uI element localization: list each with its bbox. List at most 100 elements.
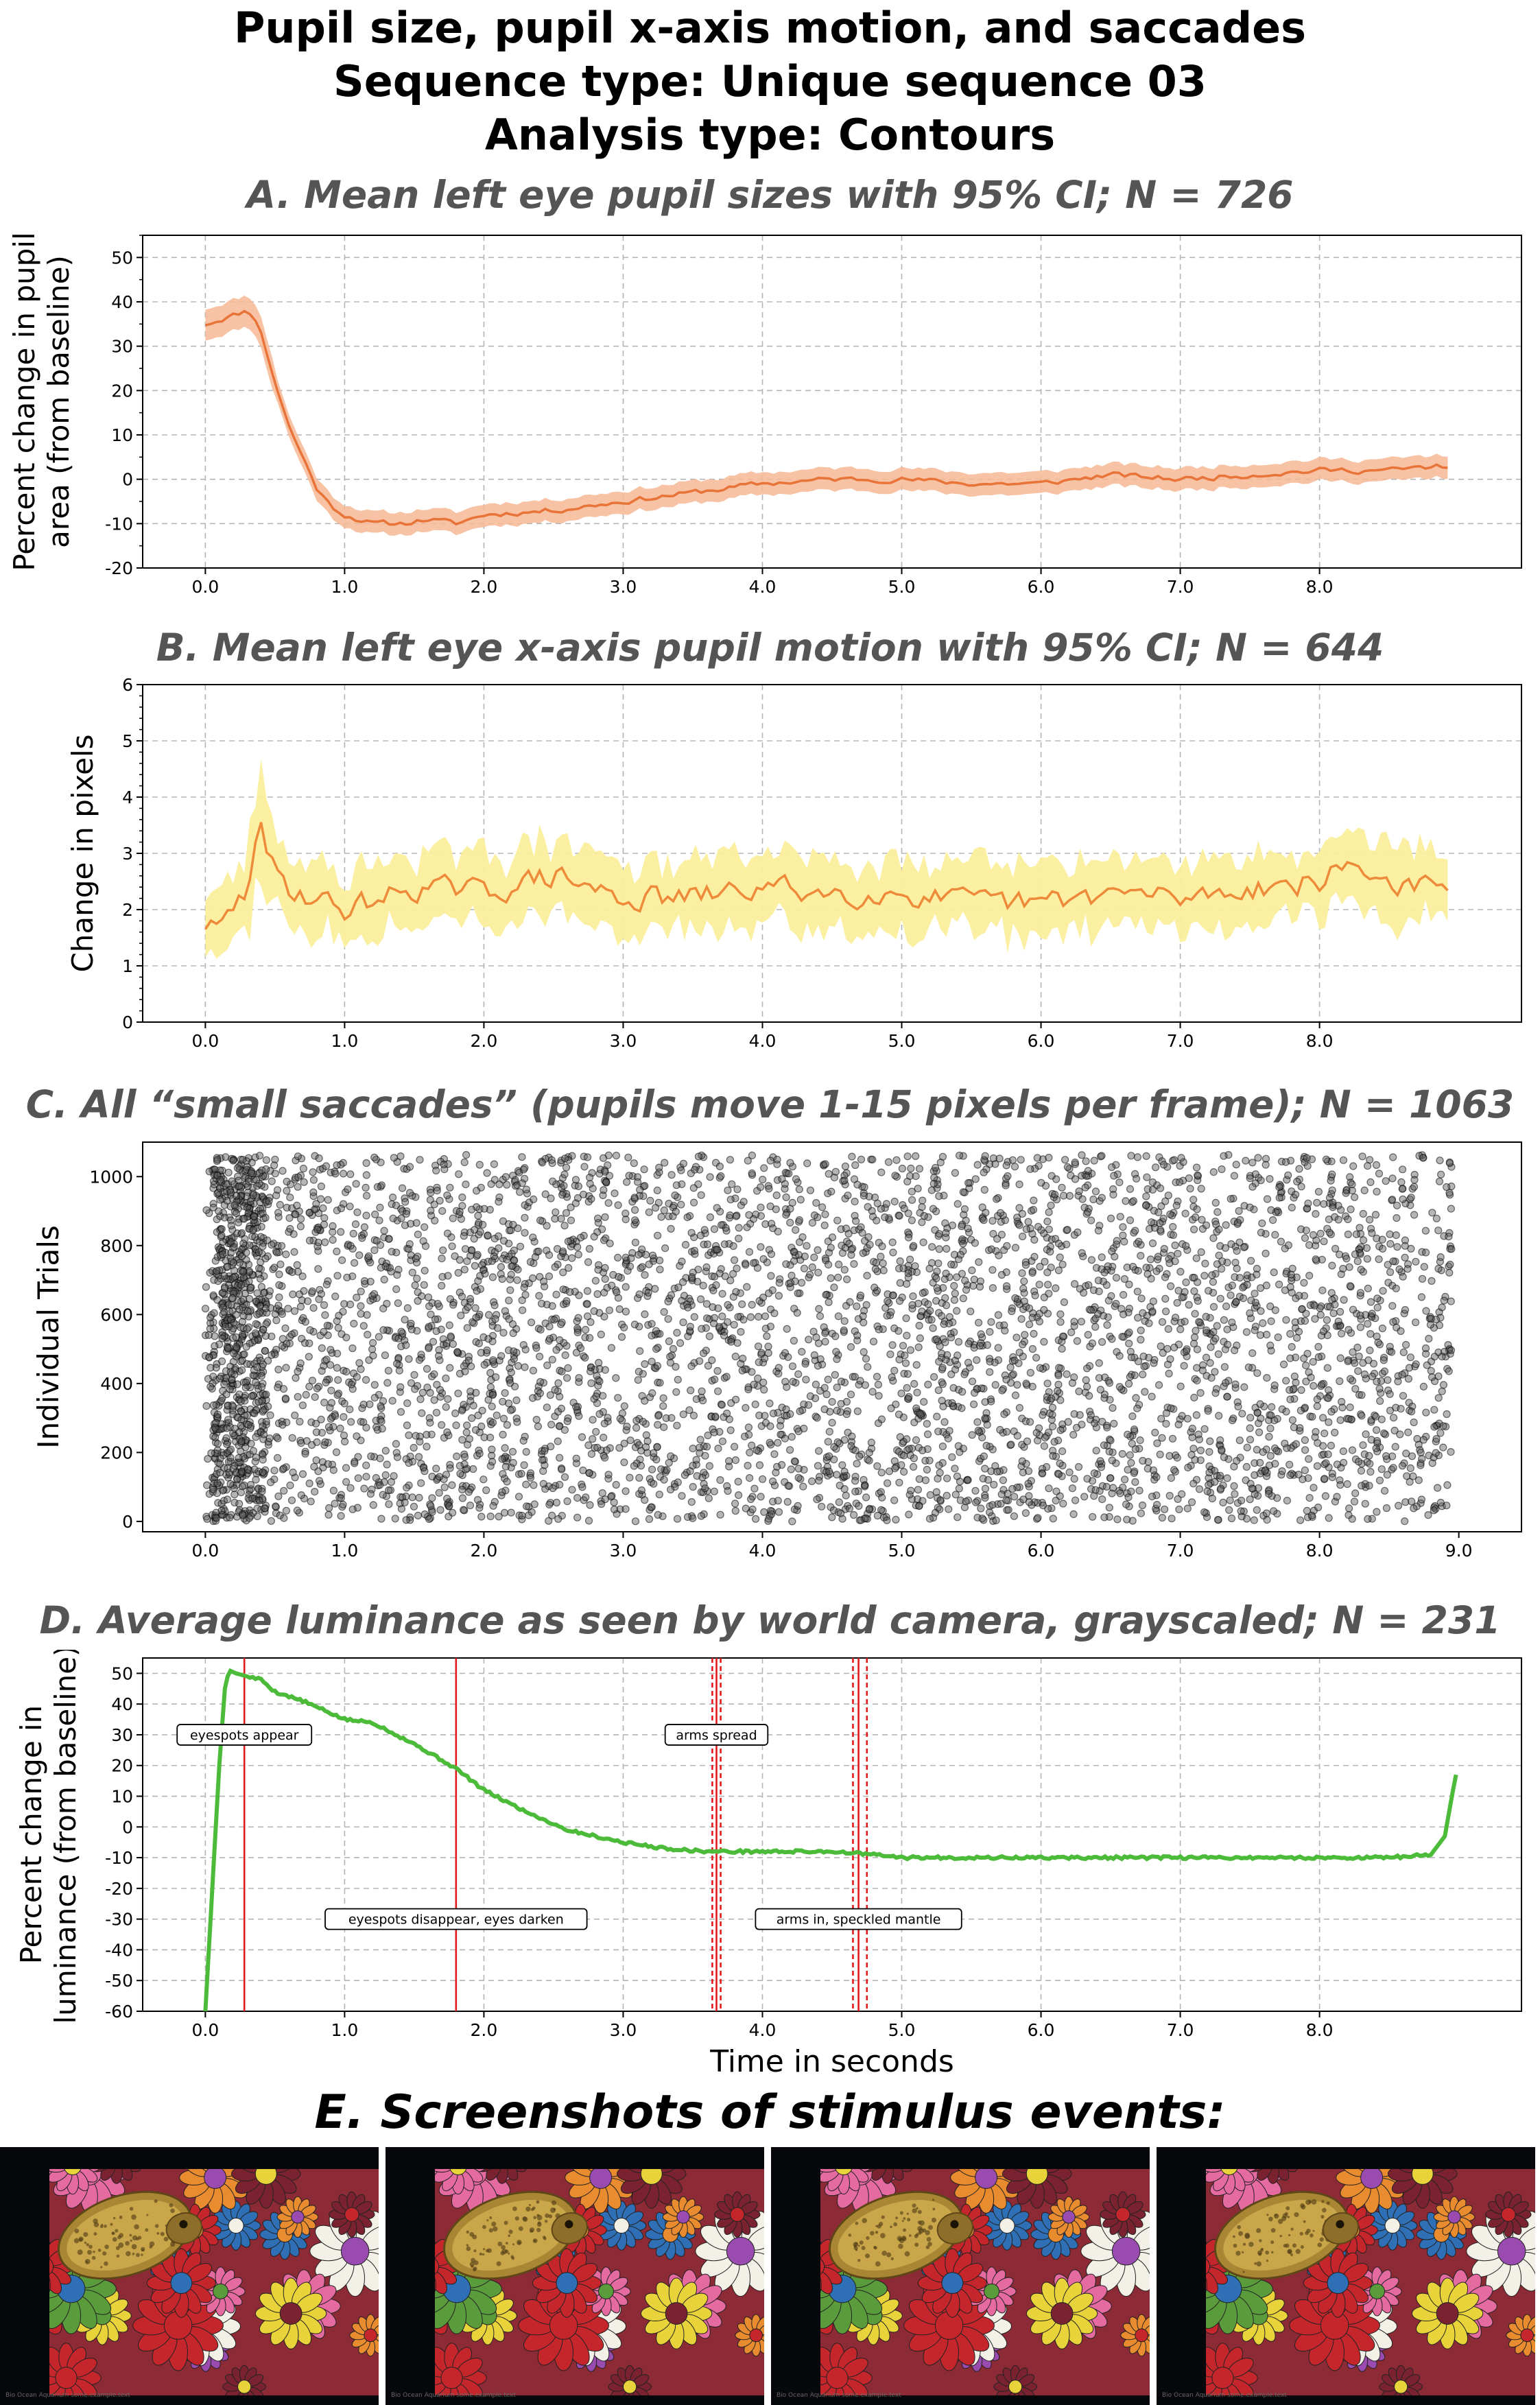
saccade-point [814,1268,822,1277]
saccade-point [516,1242,525,1251]
saccade-point [379,1305,388,1313]
saccade-point [907,1486,915,1495]
saccade-point [271,1170,279,1178]
saccade-point [774,1292,783,1300]
saccade-point [1373,1294,1382,1303]
saccade-point [1279,1360,1288,1369]
saccade-point [354,1474,362,1482]
saccade-point [1170,1156,1178,1164]
saccade-point [1282,1408,1290,1416]
saccade-point [1018,1457,1026,1465]
saccade-point [547,1443,555,1451]
saccade-point [1214,1350,1222,1358]
x-tick-label: 6.0 [1028,1541,1055,1561]
saccade-point [1379,1429,1388,1438]
saccade-point [981,1484,990,1493]
saccade-point [687,1229,696,1237]
saccade-point [294,1268,302,1276]
saccade-point [1346,1375,1355,1383]
saccade-point [1008,1304,1017,1312]
saccade-point [1382,1177,1390,1185]
saccade-point [953,1273,961,1281]
saccade-point [1037,1178,1045,1187]
saccade-point [1366,1468,1375,1476]
saccade-point [586,1501,594,1509]
saccade-point [342,1368,351,1376]
saccade-point [1035,1281,1043,1289]
saccade-point [1152,1500,1161,1509]
saccade-point [1424,1510,1432,1519]
saccade-point [919,1196,927,1205]
saccade-point [1011,1294,1019,1302]
saccade-point [403,1304,412,1312]
saccade-point [486,1369,495,1377]
saccade-point [486,1462,495,1470]
saccade-point [600,1186,608,1194]
x-tick-label: 7.0 [1167,577,1194,597]
saccade-point [1061,1156,1069,1164]
saccade-point [518,1296,526,1305]
saccade-point [524,1511,533,1519]
saccade-point [1272,1447,1281,1455]
saccade-point [342,1478,351,1486]
saccade-point [1015,1349,1023,1357]
saccade-point [562,1297,571,1305]
saccade-point [1412,1257,1420,1266]
saccade-point [320,1213,329,1222]
saccade-point [1266,1174,1274,1183]
saccade-point [973,1418,982,1426]
saccade-point [1196,1389,1205,1397]
saccade-point [948,1453,956,1461]
saccade-point [522,1447,530,1456]
saccade-point [840,1176,849,1185]
saccade-point [621,1209,630,1218]
saccade-point [1213,1515,1222,1524]
saccade-point [977,1504,985,1513]
saccade-point [1266,1302,1275,1310]
saccade-point [1227,1195,1235,1203]
saccade-point [598,1489,606,1497]
saccade-point [552,1208,560,1216]
saccade-point [246,1480,255,1489]
saccade-point [249,1447,257,1455]
saccade-point [599,1154,608,1162]
saccade-point [593,1290,602,1299]
saccade-point [868,1155,877,1164]
saccade-point [262,1421,270,1429]
saccade-point [1398,1185,1406,1193]
saccade-point [724,1457,733,1465]
saccade-point [1324,1394,1333,1402]
saccade-point [1399,1348,1408,1356]
saccade-point [1021,1331,1029,1339]
saccade-point [1223,1340,1232,1349]
saccade-point [1266,1341,1275,1349]
saccade-point [584,1258,593,1266]
saccade-point [1189,1445,1198,1453]
saccade-point [229,1402,237,1410]
saccade-point [1267,1317,1275,1325]
saccade-point [774,1438,782,1447]
saccade-point [898,1164,907,1173]
saccade-point [664,1297,672,1305]
saccade-point [1222,1221,1230,1229]
saccade-point [363,1311,371,1319]
saccade-point [1309,1231,1318,1239]
saccade-point [239,1268,248,1276]
saccade-point [912,1152,920,1160]
saccade-point [896,1279,904,1287]
saccade-point [717,1265,725,1273]
saccade-point [970,1275,978,1283]
saccade-point [672,1207,680,1216]
saccade-point [600,1434,608,1442]
saccade-point [1084,1167,1092,1175]
saccade-point [1025,1304,1034,1312]
saccade-point [1008,1307,1016,1316]
saccade-point [864,1363,872,1371]
saccade-point [206,1325,214,1333]
saccade-point [1313,1198,1321,1207]
saccade-point [1020,1297,1028,1305]
saccade-point [1232,1298,1240,1306]
saccade-point [962,1286,971,1294]
saccade-point [224,1168,233,1176]
saccade-point [1401,1306,1409,1314]
